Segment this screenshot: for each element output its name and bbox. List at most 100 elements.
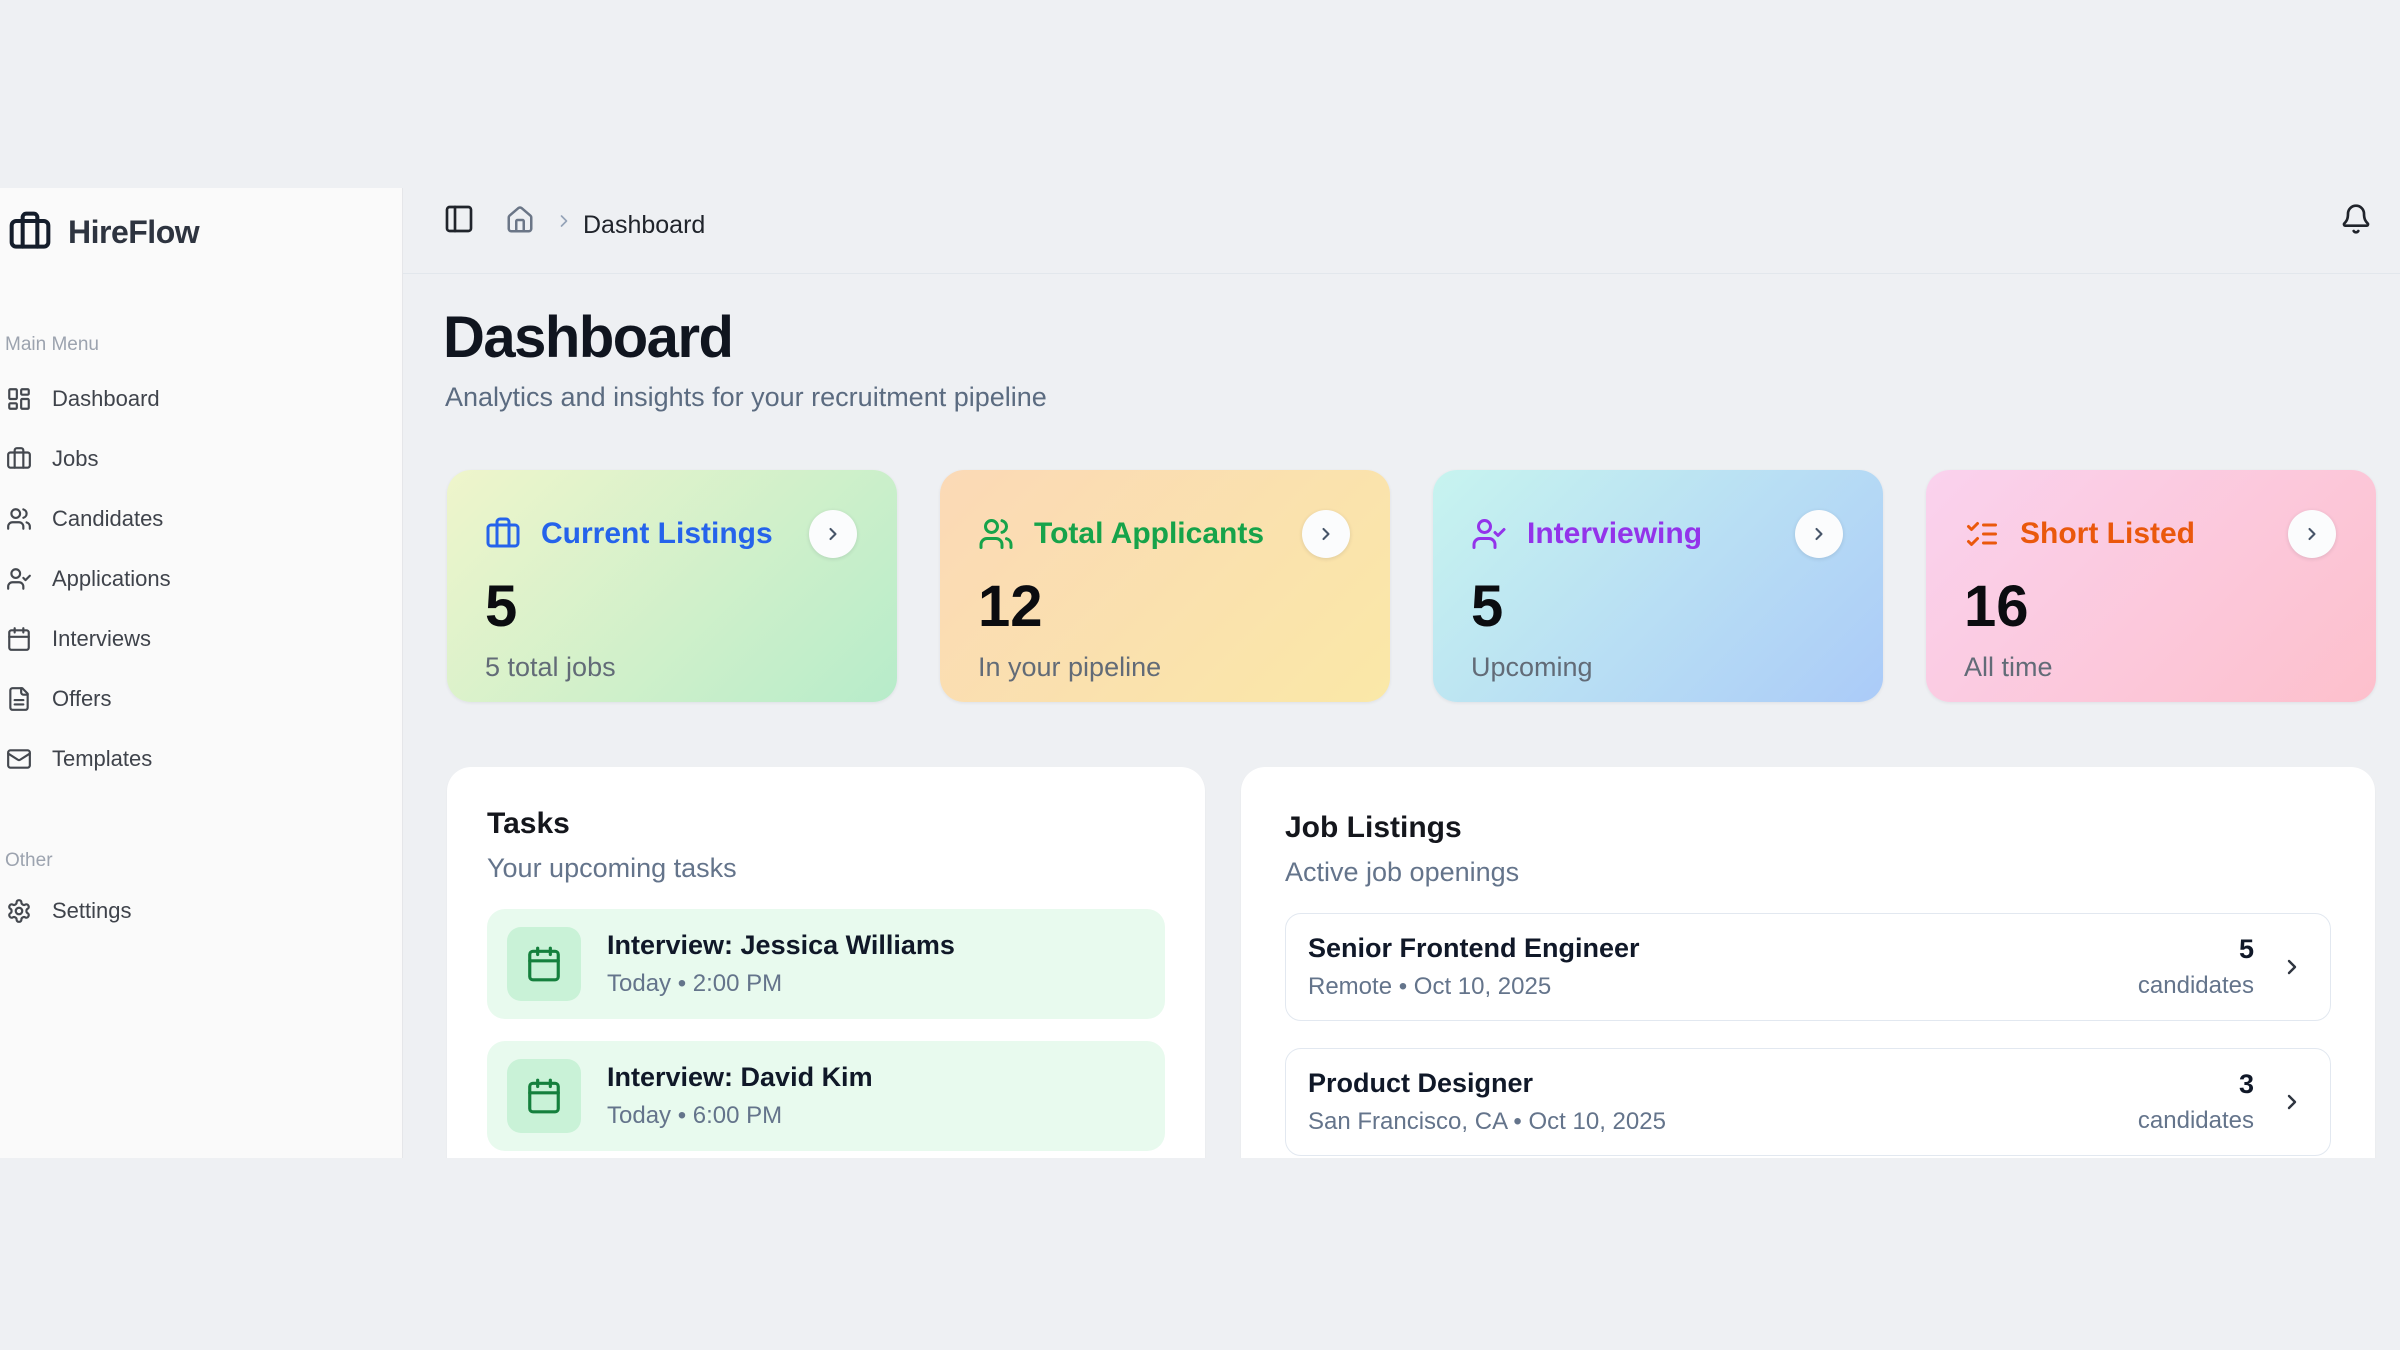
sidebar-section-other: Other xyxy=(5,850,53,871)
job-candidate-count: 5 xyxy=(2238,934,2254,964)
breadcrumb-current[interactable]: Dashboard xyxy=(583,211,706,239)
calendar-icon xyxy=(6,626,32,652)
stat-card-current-listings[interactable]: Current Listings 5 5 total jobs xyxy=(447,470,897,702)
stats-row: Current Listings 5 5 total jobs Total Ap… xyxy=(447,470,2376,702)
stat-label: Interviewing xyxy=(1527,517,1703,550)
job-title: Product Designer xyxy=(1308,1068,1534,1098)
stat-label: Current Listings xyxy=(541,517,773,550)
task-time: Today • 2:00 PM xyxy=(607,970,783,997)
sidebar-item-templates[interactable]: Templates xyxy=(0,729,388,789)
list-checks-icon xyxy=(1964,516,2000,552)
stat-card-total-applicants[interactable]: Total Applicants 12 In your pipeline xyxy=(940,470,1390,702)
sidebar-item-settings[interactable]: Settings xyxy=(0,881,388,941)
sidebar-item-label: Jobs xyxy=(52,446,99,471)
briefcase-icon xyxy=(6,446,32,472)
stat-card-short-listed[interactable]: Short Listed 16 All time xyxy=(1926,470,2376,702)
sidebar-item-jobs[interactable]: Jobs xyxy=(0,429,388,489)
tasks-title: Tasks xyxy=(487,807,570,840)
sidebar-other-nav: Settings xyxy=(0,881,388,941)
stat-head: Current Listings xyxy=(485,516,859,552)
page-subtitle: Analytics and insights for your recruitm… xyxy=(445,382,1047,412)
page-title: Dashboard xyxy=(443,305,734,370)
job-meta: San Francisco, CA • Oct 10, 2025 xyxy=(1308,1108,1666,1135)
sidebar-item-label: Dashboard xyxy=(52,386,160,411)
stat-caption: Upcoming xyxy=(1471,652,1593,682)
bell-icon[interactable] xyxy=(2340,203,2372,235)
gear-icon xyxy=(6,898,32,924)
stat-head: Interviewing xyxy=(1471,516,1845,552)
sidebar-item-interviews[interactable]: Interviews xyxy=(0,609,388,669)
sidebar-item-applications[interactable]: Applications xyxy=(0,549,388,609)
chevron-right-icon xyxy=(554,211,574,231)
chevron-right-icon xyxy=(1322,527,1330,541)
stat-value: 5 xyxy=(485,574,518,639)
job-meta: Remote • Oct 10, 2025 xyxy=(1308,973,1552,1000)
sidebar-item-offers[interactable]: Offers xyxy=(0,669,388,729)
sidebar-item-dashboard[interactable]: Dashboard xyxy=(0,369,388,429)
chevron-right-icon xyxy=(2308,527,2316,541)
sidebar-item-label: Templates xyxy=(52,746,153,771)
stat-card-interviewing[interactable]: Interviewing 5 Upcoming xyxy=(1433,470,1883,702)
layout-dashboard-icon xyxy=(6,386,32,412)
sidebar-section-main-menu: Main Menu xyxy=(5,334,99,355)
job-row[interactable]: Senior Frontend Engineer Remote • Oct 10… xyxy=(1285,913,2331,1021)
tasks-subtitle: Your upcoming tasks xyxy=(487,853,737,883)
calendar-icon xyxy=(507,927,581,1001)
task-title: Interview: David Kim xyxy=(607,1062,873,1092)
stat-caption: All time xyxy=(1964,652,2053,682)
job-title: Senior Frontend Engineer xyxy=(1308,933,1640,963)
panel-left-icon[interactable] xyxy=(443,203,475,235)
file-text-icon xyxy=(6,686,32,712)
stat-head: Short Listed xyxy=(1964,516,2338,552)
users-icon xyxy=(6,506,32,532)
task-item[interactable]: Interview: David Kim Today • 6:00 PM xyxy=(487,1041,1165,1151)
briefcase-icon xyxy=(8,210,52,254)
users-icon xyxy=(978,516,1014,552)
stat-label: Total Applicants xyxy=(1034,517,1265,550)
brand-logo: HireFlow xyxy=(8,210,200,254)
stat-label: Short Listed xyxy=(2020,517,2196,550)
topbar: Dashboard xyxy=(403,188,2400,274)
sidebar-item-label: Settings xyxy=(52,898,132,923)
stat-arrow-button[interactable] xyxy=(1302,510,1350,558)
app-window: HireFlow Main Menu Dashboard Jobs Cand xyxy=(0,188,2400,1158)
stat-arrow-button[interactable] xyxy=(2288,510,2336,558)
stat-caption: In your pipeline xyxy=(978,652,1162,682)
stat-arrow-button[interactable] xyxy=(1795,510,1843,558)
chevron-right-icon xyxy=(2280,955,2304,979)
job-listings-subtitle: Active job openings xyxy=(1285,857,1520,887)
job-candidate-label: candidates xyxy=(2137,972,2254,999)
stat-caption: 5 total jobs xyxy=(485,652,616,682)
stat-head: Total Applicants xyxy=(978,516,1352,552)
stat-value: 5 xyxy=(1471,574,1504,639)
sidebar-item-candidates[interactable]: Candidates xyxy=(0,489,388,549)
job-list: Senior Frontend Engineer Remote • Oct 10… xyxy=(1285,913,2331,1156)
stat-arrow-button[interactable] xyxy=(809,510,857,558)
chevron-right-icon xyxy=(829,527,837,541)
task-time: Today • 6:00 PM xyxy=(607,1102,783,1129)
chevron-right-icon xyxy=(1815,527,1823,541)
user-check-icon xyxy=(6,566,32,592)
sidebar-main-nav: Dashboard Jobs Candidates Applications xyxy=(0,369,388,789)
sidebar-item-label: Offers xyxy=(52,686,112,711)
stat-value: 12 xyxy=(978,574,1043,639)
task-title: Interview: Jessica Williams xyxy=(607,930,955,960)
sidebar: HireFlow Main Menu Dashboard Jobs Cand xyxy=(0,188,403,1158)
calendar-icon xyxy=(507,1059,581,1133)
job-row[interactable]: Product Designer San Francisco, CA • Oct… xyxy=(1285,1048,2331,1156)
brand-name: HireFlow xyxy=(68,213,200,250)
sidebar-item-label: Candidates xyxy=(52,506,164,531)
stat-value: 16 xyxy=(1964,574,2029,639)
sidebar-item-label: Applications xyxy=(52,566,171,591)
task-item[interactable]: Interview: Jessica Williams Today • 2:00… xyxy=(487,909,1165,1019)
job-candidate-count: 3 xyxy=(2238,1069,2254,1099)
job-listings-panel: Job Listings Active job openings Senior … xyxy=(1241,767,2375,1158)
chevron-right-icon xyxy=(2280,1090,2304,1114)
user-check-icon xyxy=(1471,516,1507,552)
sidebar-item-label: Interviews xyxy=(52,626,152,651)
home-icon[interactable] xyxy=(505,205,535,235)
mail-icon xyxy=(6,746,32,772)
briefcase-icon xyxy=(485,516,521,552)
job-candidate-label: candidates xyxy=(2137,1107,2254,1134)
job-listings-title: Job Listings xyxy=(1285,811,1462,844)
